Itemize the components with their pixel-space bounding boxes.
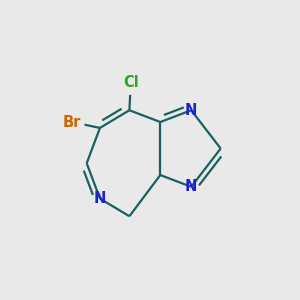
Text: N: N: [185, 103, 197, 118]
Text: Cl: Cl: [123, 75, 139, 90]
Text: Br: Br: [63, 115, 81, 130]
Text: N: N: [185, 179, 197, 194]
Text: N: N: [94, 191, 106, 206]
